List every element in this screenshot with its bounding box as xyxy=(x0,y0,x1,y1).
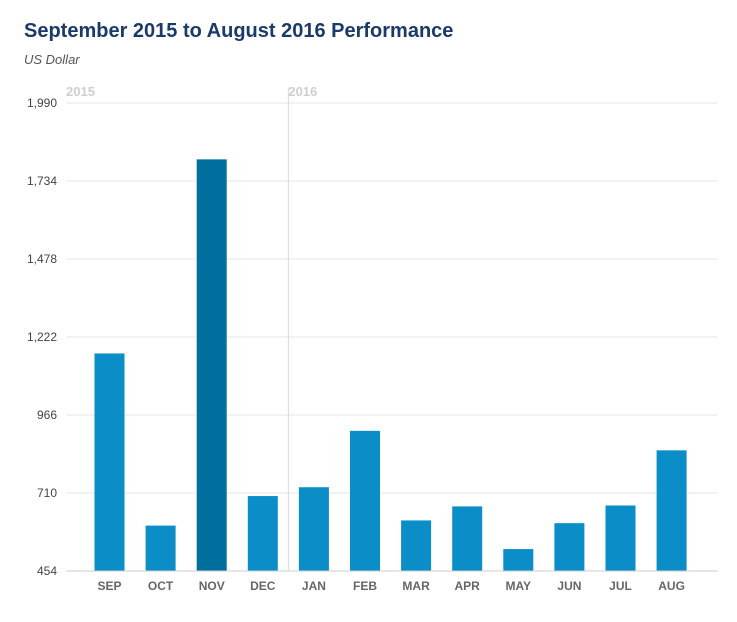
y-tick-label: 710 xyxy=(37,486,57,500)
y-tick-label: 1,222 xyxy=(27,330,57,344)
bar-may xyxy=(503,549,534,571)
bar-nov xyxy=(196,159,227,571)
y-tick-label: 1,990 xyxy=(27,96,57,110)
x-tick-label: OCT xyxy=(148,579,174,593)
bar-mar xyxy=(401,520,432,571)
chart-title: September 2015 to August 2016 Performanc… xyxy=(24,20,454,42)
y-tick-label: 966 xyxy=(37,408,57,422)
x-tick-label: JAN xyxy=(302,579,326,593)
bar-sep xyxy=(94,353,125,571)
bar-apr xyxy=(452,506,483,571)
chart-subtitle: US Dollar xyxy=(24,52,80,67)
x-tick-label: SEP xyxy=(97,579,121,593)
bar-feb xyxy=(350,430,380,571)
year-label: 2015 xyxy=(66,84,95,99)
x-tick-label: MAR xyxy=(402,579,430,593)
x-tick-label: JUL xyxy=(609,579,632,593)
year-label: 2016 xyxy=(288,84,317,99)
bar-jun xyxy=(554,523,585,571)
bar-dec xyxy=(247,496,278,571)
bar-aug xyxy=(656,450,687,571)
bar-oct xyxy=(145,525,176,571)
bar-jul xyxy=(605,505,636,571)
y-tick-label: 1,478 xyxy=(27,252,57,266)
x-tick-label: FEB xyxy=(353,579,377,593)
x-tick-label: MAY xyxy=(506,579,532,593)
x-tick-label: AUG xyxy=(658,579,685,593)
x-tick-label: JUN xyxy=(557,579,581,593)
x-tick-label: DEC xyxy=(250,579,276,593)
x-tick-label: NOV xyxy=(199,579,225,593)
bar-jan xyxy=(298,487,329,571)
x-tick-label: APR xyxy=(455,579,481,593)
y-tick-label: 1,734 xyxy=(27,174,57,188)
y-tick-label: 454 xyxy=(37,564,57,578)
